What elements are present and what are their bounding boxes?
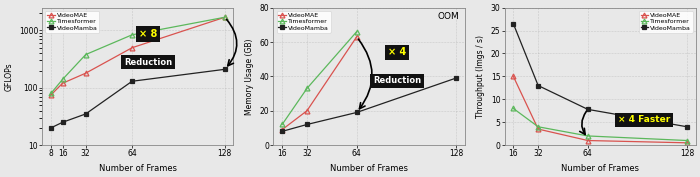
Legend: VideoMAE, Timesformer, VideoMamba: VideoMAE, Timesformer, VideoMamba [638, 11, 693, 33]
Legend: VideoMAE, Timesformer, VideoMamba: VideoMAE, Timesformer, VideoMamba [276, 11, 330, 33]
Text: × 8: × 8 [139, 29, 158, 39]
Text: OOM: OOM [438, 12, 459, 21]
Text: Reduction: Reduction [373, 76, 421, 85]
X-axis label: Number of Frames: Number of Frames [99, 164, 177, 173]
Text: × 4 Faster: × 4 Faster [617, 115, 670, 124]
Text: × 4: × 4 [388, 47, 406, 58]
Legend: VideoMAE, Timesformer, VideoMamba: VideoMAE, Timesformer, VideoMamba [46, 11, 99, 33]
Y-axis label: GFLOPs: GFLOPs [4, 62, 13, 91]
Y-axis label: Memory Usage (GB): Memory Usage (GB) [245, 38, 254, 115]
Text: Reduction: Reduction [124, 58, 172, 67]
Y-axis label: Throughput (Imgs / s): Throughput (Imgs / s) [476, 35, 485, 118]
X-axis label: Number of Frames: Number of Frames [330, 164, 408, 173]
X-axis label: Number of Frames: Number of Frames [561, 164, 639, 173]
